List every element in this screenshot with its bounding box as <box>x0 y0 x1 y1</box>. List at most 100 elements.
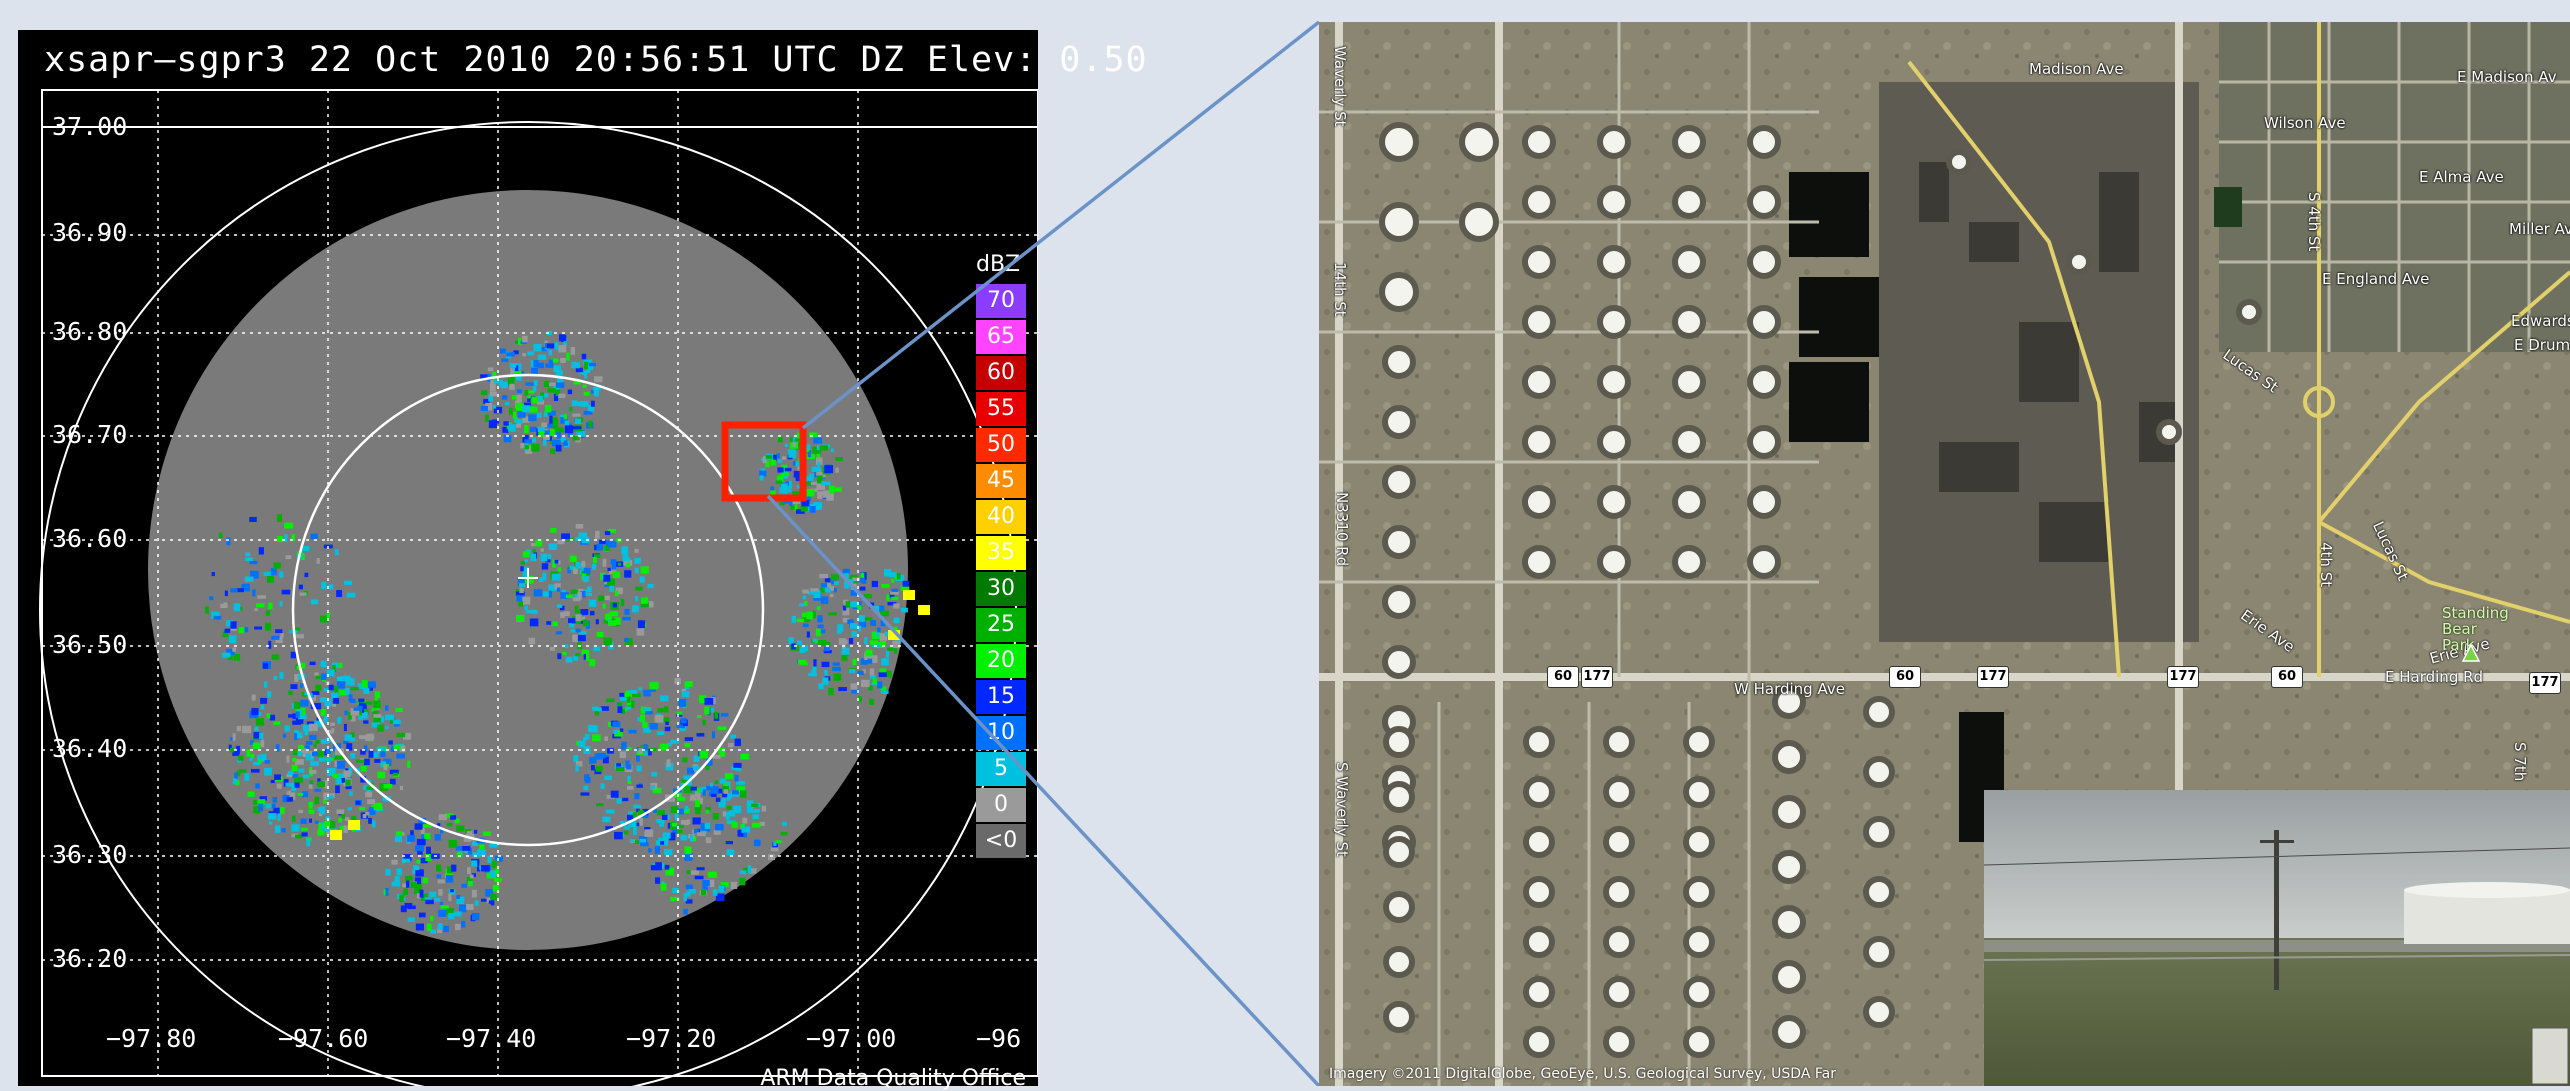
road-label-s-waverly-st: S Waverly St <box>1333 762 1351 857</box>
radar-echo <box>461 920 466 928</box>
radar-echo <box>689 834 694 842</box>
storage-tank <box>1672 185 1706 219</box>
radar-echo <box>247 791 255 797</box>
radar-echo <box>650 747 657 752</box>
radar-echo <box>550 527 557 533</box>
radar-echo <box>560 592 569 599</box>
road-label-14th-st: 14th St <box>1331 262 1349 317</box>
radar-echo <box>350 752 356 759</box>
radar-echo <box>414 823 423 830</box>
radar-echo <box>824 578 831 583</box>
storage-tank <box>1672 305 1706 339</box>
radar-echo <box>555 382 565 388</box>
radar-echo <box>622 616 631 621</box>
radar-echo <box>880 618 886 627</box>
radar-echo <box>266 713 271 719</box>
radar-echo <box>712 754 721 759</box>
radar-echo <box>522 551 530 558</box>
radar-echo <box>656 818 665 823</box>
radar-echo <box>622 557 631 562</box>
radar-echo <box>746 805 754 813</box>
radar-echo <box>674 677 681 685</box>
radar-echo <box>294 627 301 631</box>
radar-echo <box>658 837 668 844</box>
radar-echo <box>624 608 630 615</box>
radar-echo <box>388 740 393 745</box>
radar-echo <box>344 817 350 821</box>
radar-echo <box>308 818 312 823</box>
radar-echo <box>232 647 237 652</box>
radar-echo <box>893 617 900 624</box>
radar-echo <box>584 361 589 370</box>
storage-tank <box>1772 960 1806 994</box>
oil-tank <box>2404 890 2570 944</box>
radar-echo <box>416 838 426 846</box>
storage-tank <box>1863 876 1895 908</box>
radar-echo <box>373 714 382 719</box>
radar-echo <box>706 879 715 888</box>
radar-echo <box>557 427 564 433</box>
us-177-shield: 177 <box>1977 666 2009 688</box>
radar-echo <box>253 731 263 739</box>
radar-echo <box>864 617 873 621</box>
radar-echo <box>572 426 582 430</box>
radar-echo <box>850 622 858 629</box>
radar-echo <box>776 453 780 459</box>
radar-echo <box>236 725 242 732</box>
radar-echo <box>859 586 866 591</box>
radar-echo <box>634 792 640 800</box>
radar-echo <box>259 796 267 801</box>
radar-echo <box>450 889 454 893</box>
range-ring-inner <box>291 373 765 847</box>
radar-echo <box>519 583 526 588</box>
radar-echo <box>242 725 251 734</box>
radar-echo <box>575 653 581 657</box>
radar-echo <box>813 437 823 444</box>
radar-echo <box>502 426 509 433</box>
radar-echo <box>310 533 318 540</box>
radar-echo <box>713 830 721 835</box>
radar-echo <box>709 782 714 787</box>
storage-tank <box>1747 485 1781 519</box>
radar-echo <box>294 674 299 682</box>
storage-tank <box>1523 876 1555 908</box>
radar-echo <box>686 819 691 825</box>
radar-echo <box>611 563 617 569</box>
radar-echo <box>614 590 619 597</box>
radar-echo <box>304 692 309 696</box>
radar-echo <box>666 742 672 747</box>
radar-echo <box>559 414 566 419</box>
storage-tank <box>1382 345 1416 379</box>
radar-echo <box>503 421 509 426</box>
storage-tank <box>1747 365 1781 399</box>
radar-echo <box>602 757 609 764</box>
radar-echo <box>605 809 615 814</box>
road-label-edwards: Edwards <box>2511 312 2570 330</box>
radar-echo <box>683 775 691 780</box>
colorbar-cell: 40 <box>976 500 1026 534</box>
radar-echo <box>252 589 256 597</box>
radar-echo <box>662 814 668 820</box>
radar-echo <box>654 715 664 723</box>
radar-echo <box>574 605 579 612</box>
radar-echo <box>320 660 327 668</box>
radar-echo <box>366 789 372 793</box>
radar-echo <box>502 395 508 400</box>
storage-tank <box>1522 185 1556 219</box>
radar-echo <box>871 580 878 588</box>
storage-tank <box>1523 826 1555 858</box>
us-60-shield: 60 <box>2271 666 2303 688</box>
radar-echo <box>300 818 307 825</box>
radar-echo <box>385 868 391 876</box>
radar-echo <box>554 583 561 590</box>
radar-echo <box>311 691 320 695</box>
radar-echo <box>584 592 593 597</box>
radar-echo <box>399 745 406 752</box>
utility-pole <box>2274 830 2279 990</box>
storage-tank <box>1747 425 1781 459</box>
street-view-control <box>2531 1027 2569 1085</box>
colorbar-cell: 25 <box>976 608 1026 642</box>
radar-echo <box>615 587 623 595</box>
storage-tank <box>1672 125 1706 159</box>
ponds <box>1789 172 2242 842</box>
